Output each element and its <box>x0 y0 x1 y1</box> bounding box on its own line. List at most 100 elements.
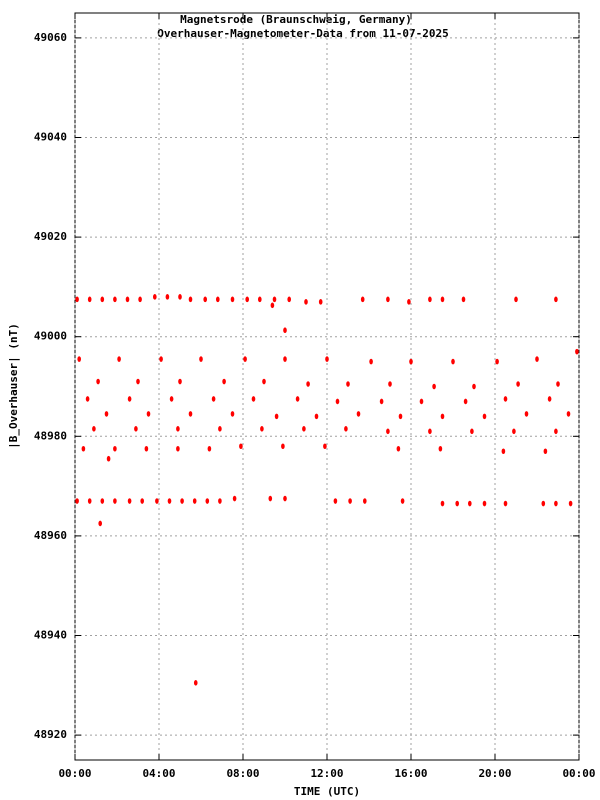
plot-frame <box>74 12 580 761</box>
data-point <box>363 498 367 504</box>
y-tick-label: 48980 <box>34 429 67 442</box>
data-point <box>92 426 96 432</box>
data-point <box>283 495 287 502</box>
data-point <box>306 381 310 387</box>
y-tick-label: 48920 <box>34 728 67 741</box>
data-point <box>503 396 508 402</box>
data-point <box>356 411 361 417</box>
data-point <box>127 396 132 402</box>
data-point <box>318 299 323 305</box>
data-point <box>222 378 226 385</box>
data-point <box>176 445 180 452</box>
data-point <box>211 396 216 402</box>
data-point <box>167 498 172 504</box>
data-point <box>495 358 499 365</box>
data-point <box>388 381 392 387</box>
data-point <box>188 411 193 417</box>
data-point <box>400 498 405 504</box>
data-point <box>482 413 487 420</box>
data-point <box>512 428 516 435</box>
data-point <box>360 296 365 303</box>
data-point <box>260 426 264 432</box>
x-tick-label: 12:00 <box>310 767 343 780</box>
data-point <box>75 296 79 303</box>
data-point <box>369 358 373 365</box>
data-point <box>193 680 198 686</box>
data-point <box>440 500 445 507</box>
chart-subtitle: Overhauser-Magnetometer-Data from 11-07-… <box>157 27 448 40</box>
data-point <box>178 294 182 300</box>
data-point <box>295 396 300 402</box>
y-tick-label: 49040 <box>34 131 67 144</box>
data-point <box>304 299 308 305</box>
x-axis-label: TIME (UTC) <box>294 785 360 798</box>
data-point <box>207 445 212 452</box>
data-point <box>199 356 203 362</box>
x-tick-label: 16:00 <box>394 767 427 780</box>
y-tick-label: 49020 <box>34 230 67 243</box>
data-point <box>272 296 277 303</box>
data-point <box>75 498 79 504</box>
data-point <box>503 500 508 507</box>
data-point <box>169 396 174 402</box>
data-point <box>344 426 348 432</box>
data-point <box>575 348 579 355</box>
data-point <box>125 296 130 303</box>
data-point <box>386 296 390 303</box>
data-point <box>176 426 180 432</box>
data-point <box>396 445 401 452</box>
chart-title: Magnetsrode (Braunschweig, Germany) <box>180 13 412 26</box>
data-point <box>188 296 193 303</box>
data-point <box>556 381 560 387</box>
data-point <box>554 296 558 303</box>
data-point <box>106 455 111 462</box>
data-point <box>554 500 558 507</box>
data-point <box>287 296 292 303</box>
data-point <box>96 378 100 385</box>
data-point <box>461 296 466 303</box>
data-point <box>117 356 121 362</box>
x-tick-label: 04:00 <box>142 767 175 780</box>
y-tick-label: 48960 <box>34 529 67 542</box>
data-point <box>243 356 247 362</box>
data-point <box>281 443 285 450</box>
data-point <box>113 296 117 303</box>
y-axis-label: |B_Overhauser| (nT) <box>7 323 20 449</box>
data-point <box>81 445 86 452</box>
data-point <box>251 396 256 402</box>
y-tick-label: 49060 <box>34 31 67 44</box>
data-point <box>136 378 140 385</box>
data-point <box>230 296 235 303</box>
data-point <box>218 426 222 432</box>
data-point <box>440 296 445 303</box>
data-point <box>346 381 350 387</box>
data-point <box>398 413 403 420</box>
data-point <box>230 411 235 417</box>
data-point <box>274 413 279 420</box>
data-point <box>516 381 520 387</box>
data-point <box>432 383 436 390</box>
data-point <box>113 498 117 504</box>
data-point <box>127 498 132 504</box>
data-point <box>547 396 552 402</box>
data-point <box>568 500 573 507</box>
data-point <box>268 495 273 502</box>
data-point <box>239 443 243 450</box>
data-point <box>218 498 222 504</box>
data-point <box>113 445 117 452</box>
data-point <box>535 356 539 362</box>
x-tick-label: 20:00 <box>478 767 511 780</box>
data-point <box>159 356 163 362</box>
data-point <box>501 448 506 455</box>
data-point <box>451 358 455 365</box>
data-point <box>138 296 142 303</box>
data-point <box>153 294 157 300</box>
data-point <box>165 294 170 300</box>
data-point <box>283 356 287 362</box>
data-point <box>524 411 529 417</box>
data-point <box>379 398 384 405</box>
x-tick-label: 00:00 <box>58 767 91 780</box>
x-tick-label: 00:00 <box>562 767 595 780</box>
data-point <box>178 378 182 385</box>
data-point <box>85 396 90 402</box>
